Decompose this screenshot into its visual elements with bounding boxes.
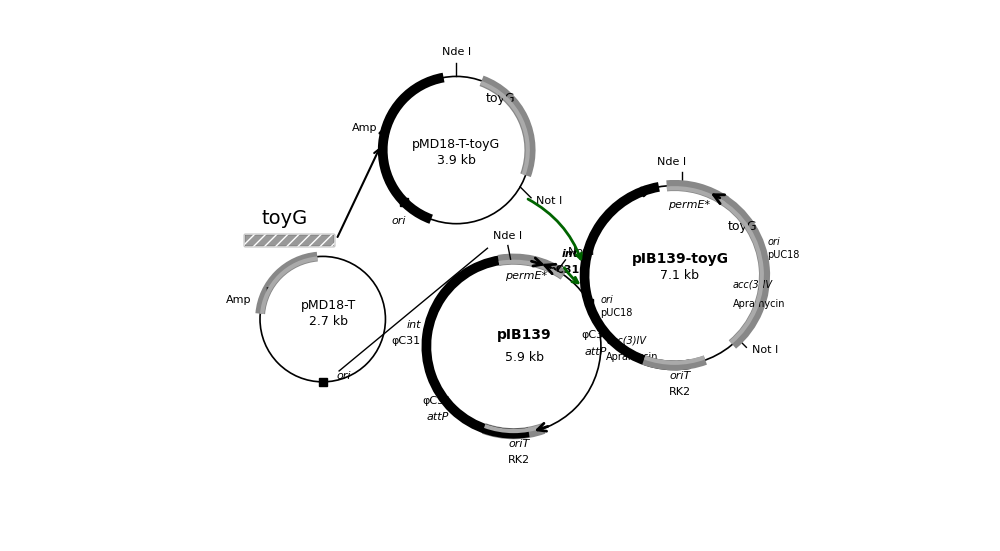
Text: RK2: RK2 (508, 456, 530, 466)
Text: toyG: toyG (727, 219, 757, 233)
Text: 3.9 kb: 3.9 kb (437, 154, 476, 168)
Text: ori: ori (336, 371, 351, 381)
Text: pIB139-toyG: pIB139-toyG (631, 252, 728, 266)
Text: ori: ori (767, 237, 780, 247)
Text: acc(3)IV: acc(3)IV (733, 279, 773, 289)
Text: φC31: φC31 (423, 396, 452, 406)
Text: RK2: RK2 (669, 387, 691, 397)
Text: permE*: permE* (668, 200, 711, 210)
Text: r: r (265, 285, 269, 294)
Text: 2.7 kb: 2.7 kb (309, 315, 348, 328)
Text: ori: ori (392, 216, 406, 226)
Text: oriT: oriT (508, 439, 530, 449)
Text: 5.9 kb: 5.9 kb (505, 351, 544, 364)
Text: Nde I: Nde I (493, 231, 522, 241)
Text: acc(3)IV: acc(3)IV (606, 336, 646, 346)
Text: ori: ori (600, 295, 613, 305)
Text: Not I: Not I (536, 196, 563, 206)
Text: int: int (562, 249, 579, 258)
Text: attP: attP (426, 412, 448, 422)
Text: Amp: Amp (226, 295, 252, 305)
Text: attP: attP (584, 347, 607, 357)
Text: Apramycin: Apramycin (606, 352, 659, 363)
Text: φC31: φC31 (581, 331, 610, 341)
Text: int: int (406, 320, 421, 329)
Text: Not I: Not I (568, 247, 594, 257)
Text: Amp: Amp (352, 123, 377, 133)
Text: pMD18-T-toyG: pMD18-T-toyG (412, 138, 500, 151)
Text: Nde I: Nde I (442, 47, 471, 57)
Text: toyG: toyG (486, 92, 515, 105)
Text: pMD18-T: pMD18-T (301, 299, 356, 312)
Text: φC31: φC31 (392, 336, 421, 346)
Text: Apramycin: Apramycin (733, 299, 786, 309)
Text: toyG: toyG (261, 209, 308, 228)
Text: φC31: φC31 (547, 265, 579, 275)
Text: oriT: oriT (669, 371, 691, 381)
Text: Nde I: Nde I (657, 156, 686, 167)
FancyBboxPatch shape (244, 234, 334, 246)
Text: permE*: permE* (505, 271, 547, 281)
Text: r: r (391, 114, 395, 123)
Text: Not I: Not I (752, 345, 778, 355)
Text: 7.1 kb: 7.1 kb (660, 269, 699, 282)
Text: pUC18: pUC18 (600, 307, 632, 317)
Text: pIB139: pIB139 (497, 328, 552, 343)
Text: pUC18: pUC18 (767, 250, 800, 260)
